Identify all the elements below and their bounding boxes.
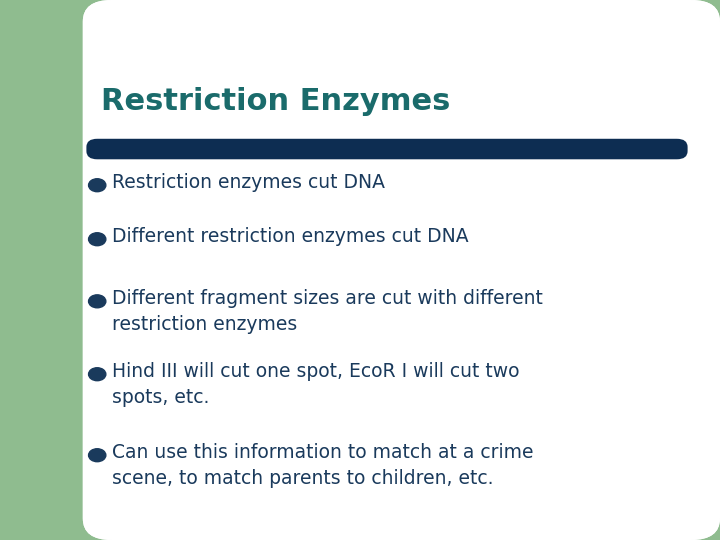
Circle shape [89, 233, 106, 246]
FancyBboxPatch shape [86, 139, 688, 159]
Circle shape [89, 368, 106, 381]
Text: Restriction enzymes cut DNA: Restriction enzymes cut DNA [112, 173, 384, 192]
Text: Different restriction enzymes cut DNA: Different restriction enzymes cut DNA [112, 227, 468, 246]
FancyBboxPatch shape [83, 0, 385, 119]
FancyBboxPatch shape [83, 0, 720, 540]
Circle shape [89, 449, 106, 462]
Text: restriction enzymes: restriction enzymes [112, 315, 297, 334]
Circle shape [89, 295, 106, 308]
Text: Can use this information to match at a crime: Can use this information to match at a c… [112, 443, 533, 462]
FancyBboxPatch shape [83, 0, 720, 540]
Text: Restriction Enzymes: Restriction Enzymes [101, 87, 450, 116]
Circle shape [89, 179, 106, 192]
Text: Different fragment sizes are cut with different: Different fragment sizes are cut with di… [112, 289, 542, 308]
Text: scene, to match parents to children, etc.: scene, to match parents to children, etc… [112, 469, 493, 488]
Text: Hind III will cut one spot, EcoR I will cut two: Hind III will cut one spot, EcoR I will … [112, 362, 519, 381]
Text: spots, etc.: spots, etc. [112, 388, 209, 407]
